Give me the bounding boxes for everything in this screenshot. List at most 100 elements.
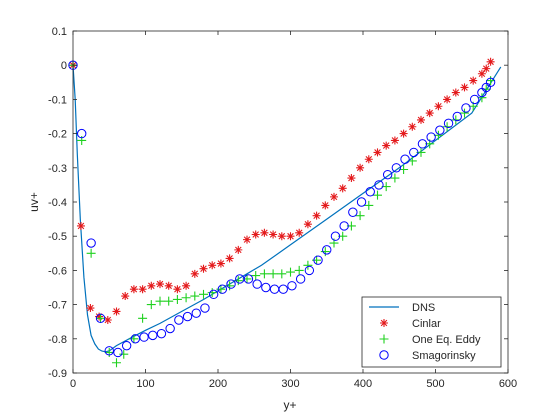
data-point	[86, 304, 95, 313]
data-point	[191, 308, 201, 318]
data-point	[260, 228, 269, 237]
y-tick-label: 0	[61, 60, 67, 72]
data-point	[486, 76, 496, 86]
data-point	[356, 163, 365, 172]
data-point	[425, 109, 434, 118]
series-smagorinsky	[68, 60, 496, 358]
data-point	[286, 267, 295, 277]
data-point	[259, 269, 269, 279]
legend-marker	[379, 350, 389, 360]
data-point	[225, 281, 235, 291]
data-point	[390, 173, 400, 183]
data-point	[417, 139, 428, 149]
data-point	[355, 211, 365, 221]
y-tick-label: -0.3	[48, 163, 67, 175]
data-point	[155, 296, 165, 306]
y-tick-label: -0.4	[48, 197, 67, 209]
data-point	[156, 280, 164, 289]
data-point	[338, 184, 347, 193]
x-tick-label: 500	[426, 378, 444, 390]
data-point	[217, 284, 228, 294]
data-point	[252, 279, 262, 289]
series-cinlar	[69, 57, 495, 324]
data-point	[364, 200, 374, 210]
data-point	[460, 108, 469, 118]
data-point	[174, 315, 184, 325]
legend-label: One Eq. Eddy	[412, 334, 481, 346]
data-point	[104, 347, 114, 357]
data-point	[190, 269, 199, 278]
legend-item-cinlar: Cinlar	[380, 318, 441, 330]
data-point	[277, 269, 287, 279]
data-point	[461, 103, 471, 113]
x-tick-label: 100	[136, 378, 154, 390]
data-point	[382, 169, 393, 180]
data-point	[442, 122, 452, 132]
data-point	[469, 76, 478, 85]
data-point	[435, 125, 445, 135]
data-point	[286, 232, 295, 241]
data-point	[103, 315, 112, 324]
data-point	[164, 281, 173, 290]
data-point	[374, 180, 384, 190]
data-point	[408, 122, 417, 131]
data-point	[96, 313, 106, 323]
data-point	[113, 347, 123, 358]
data-point	[417, 115, 425, 124]
data-point	[451, 115, 461, 125]
data-point	[269, 230, 278, 239]
data-point	[164, 296, 174, 306]
data-point	[251, 230, 260, 239]
y-tick-label: -0.8	[48, 334, 67, 346]
legend: DNS Cinlar One Eq. Eddy Smagorinsky	[361, 296, 502, 368]
data-point	[330, 192, 338, 201]
data-point	[208, 289, 219, 300]
legend-label: DNS	[412, 302, 435, 314]
data-point	[76, 221, 85, 230]
data-point	[322, 245, 332, 255]
data-point	[251, 271, 261, 281]
data-point	[146, 300, 156, 310]
data-point	[130, 334, 141, 344]
data-point	[200, 303, 210, 313]
data-point	[95, 312, 104, 321]
data-point	[313, 255, 323, 265]
data-point	[165, 323, 175, 334]
data-point	[364, 155, 373, 164]
data-point	[303, 260, 313, 270]
data-point	[443, 118, 454, 129]
data-point	[485, 77, 496, 88]
data-point	[365, 187, 375, 197]
data-point	[173, 285, 182, 294]
data-point	[112, 358, 121, 368]
data-point	[348, 207, 358, 217]
y-tick-label: -0.9	[48, 368, 67, 380]
data-point	[199, 264, 208, 273]
legend-marker	[380, 319, 388, 327]
data-point	[233, 276, 243, 286]
data-point	[330, 231, 341, 241]
data-point	[303, 220, 312, 229]
legend-box	[361, 296, 502, 368]
x-tick-label: 600	[499, 378, 517, 390]
data-point	[320, 247, 330, 257]
x-tick-label: 300	[281, 378, 299, 390]
data-point	[469, 94, 480, 105]
data-point	[243, 274, 254, 284]
data-point	[295, 228, 304, 237]
data-point	[304, 265, 315, 276]
y-tick-label: -0.6	[48, 265, 67, 277]
data-point	[277, 232, 286, 241]
data-point	[121, 340, 132, 351]
data-point	[138, 313, 148, 323]
data-point	[243, 235, 251, 244]
data-point	[86, 238, 96, 248]
x-tick-label: 0	[70, 378, 76, 390]
data-point	[347, 174, 356, 183]
data-point	[77, 128, 87, 139]
data-point	[287, 281, 297, 291]
data-point	[95, 313, 106, 323]
data-point	[452, 111, 462, 122]
data-point	[121, 292, 130, 301]
